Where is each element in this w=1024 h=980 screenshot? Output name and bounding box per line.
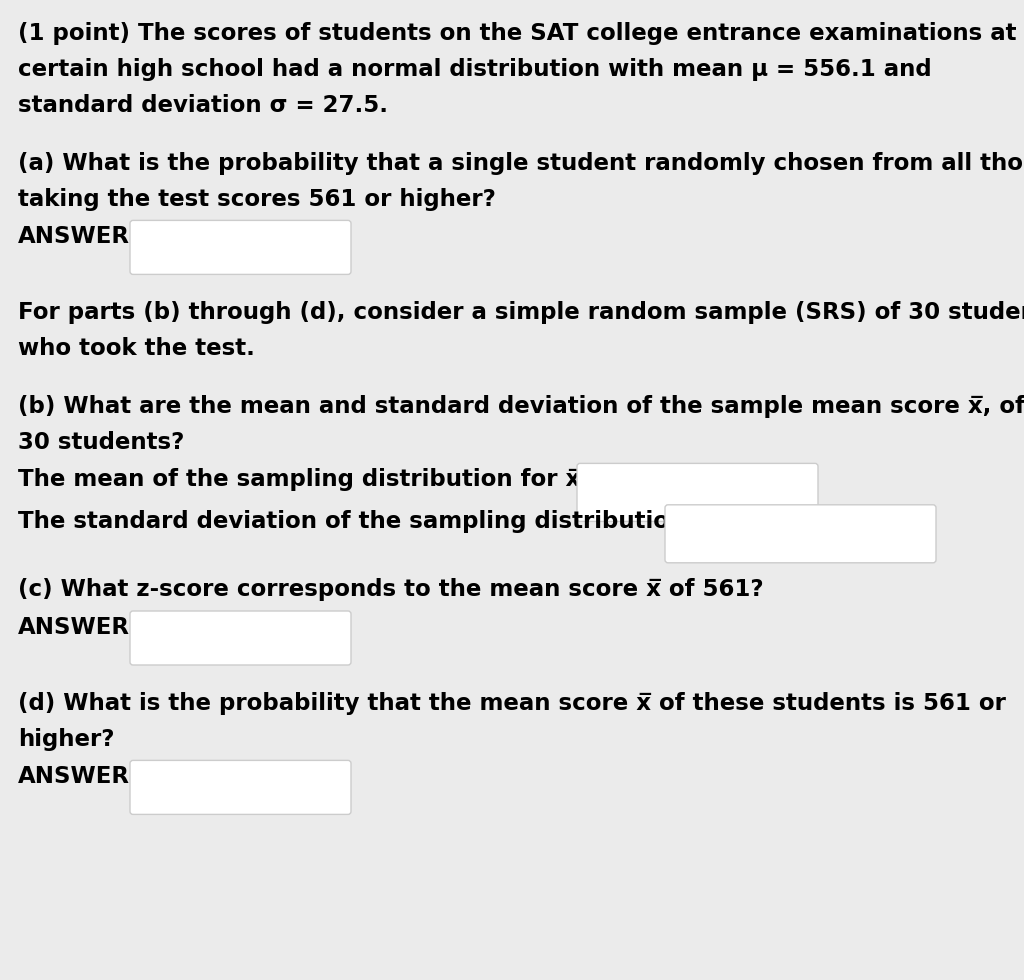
Text: (a) What is the probability that a single student randomly chosen from all those: (a) What is the probability that a singl… (18, 152, 1024, 174)
Text: (c) What z-score corresponds to the mean score x̅ of 561?: (c) What z-score corresponds to the mean… (18, 578, 764, 601)
Text: (b) What are the mean and standard deviation of the sample mean score x̅, of: (b) What are the mean and standard devia… (18, 395, 1024, 417)
Text: For parts (b) through (d), consider a simple random sample (SRS) of 30 students: For parts (b) through (d), consider a si… (18, 301, 1024, 324)
Text: 30 students?: 30 students? (18, 430, 184, 454)
Text: higher?: higher? (18, 727, 115, 751)
Text: taking the test scores 561 or higher?: taking the test scores 561 or higher? (18, 187, 496, 211)
Text: ANSWER:: ANSWER: (18, 765, 139, 788)
FancyBboxPatch shape (577, 464, 818, 521)
FancyBboxPatch shape (130, 220, 351, 274)
Text: standard deviation σ = 27.5.: standard deviation σ = 27.5. (18, 94, 388, 117)
Text: The mean of the sampling distribution for x̅ is:: The mean of the sampling distribution fo… (18, 468, 618, 491)
Text: certain high school had a normal distribution with mean μ = 556.1 and: certain high school had a normal distrib… (18, 58, 932, 81)
Text: The standard deviation of the sampling distribution for x̅ is:: The standard deviation of the sampling d… (18, 510, 792, 533)
Text: (d) What is the probability that the mean score x̅ of these students is 561 or: (d) What is the probability that the mea… (18, 692, 1006, 714)
FancyBboxPatch shape (130, 611, 351, 665)
FancyBboxPatch shape (130, 760, 351, 814)
FancyBboxPatch shape (665, 505, 936, 563)
Text: ANSWER:: ANSWER: (18, 616, 139, 639)
Text: ANSWER:: ANSWER: (18, 225, 139, 248)
Text: (1 point) The scores of students on the SAT college entrance examinations at a: (1 point) The scores of students on the … (18, 22, 1024, 45)
Text: who took the test.: who took the test. (18, 337, 255, 360)
